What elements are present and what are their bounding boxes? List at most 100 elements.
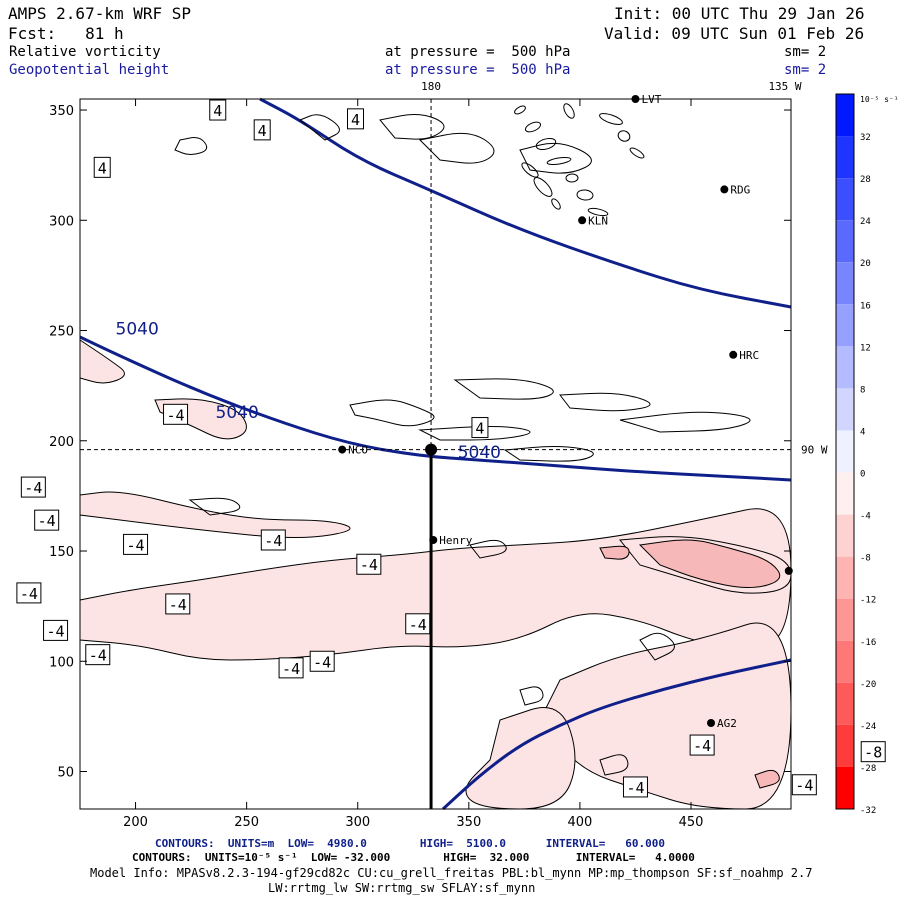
- vorticity-contour: [521, 162, 539, 178]
- colorbar-tick-label: 4: [860, 427, 865, 437]
- vorticity-contour: [565, 173, 579, 183]
- vorticity-label: -4: [169, 596, 187, 614]
- vorticity-label: 4: [213, 102, 222, 120]
- station-label: AG2: [717, 717, 737, 730]
- field2-name: Geopotential height: [9, 62, 170, 78]
- vorticity-label-box: [209, 99, 227, 121]
- vorticity-label-box: [471, 417, 489, 439]
- vorticity-contour: [587, 207, 609, 217]
- vorticity-contour: [535, 137, 557, 151]
- forecast-hour: Fcst: 81 h: [8, 24, 124, 43]
- station-label: HRC: [739, 349, 759, 362]
- vorticity-label-box: [622, 776, 648, 798]
- vorticity-contour: [514, 105, 526, 115]
- colorbar-segment: [836, 94, 854, 137]
- colorbar-segment: [836, 472, 854, 515]
- colorbar-segment: [836, 682, 854, 725]
- y-tick-label: 100: [49, 655, 74, 670]
- vorticity-label-box: [405, 613, 431, 635]
- station-marker: [729, 350, 738, 359]
- vorticity-label: -4: [20, 585, 38, 603]
- meridian-label-135w: 135 W: [768, 80, 801, 93]
- x-tick-label: 450: [679, 815, 704, 830]
- vorticity-label: -4: [313, 653, 331, 671]
- valid-time: Valid: 09 UTC Sun 01 Feb 26: [604, 24, 865, 43]
- vorticity-label: -4: [47, 622, 65, 640]
- y-tick-label: 250: [49, 325, 74, 340]
- x-tick-label: 250: [234, 815, 259, 830]
- vorticity-label: -8: [864, 744, 882, 762]
- vorticity-contour: [379, 113, 445, 140]
- vorticity-negative-region: [465, 707, 576, 810]
- colorbar-tick-label: 8: [860, 385, 865, 395]
- vorticity-contour: [349, 399, 435, 427]
- colorbar-segment: [836, 514, 854, 557]
- vorticity-label: -4: [38, 512, 56, 530]
- vorticity-label-box: [689, 734, 715, 756]
- vorticity-contour: [619, 411, 751, 433]
- colorbar-tick-label: 16: [860, 301, 871, 311]
- vorticity-label-box: [165, 593, 191, 615]
- parallel-label-90w: 90 W: [801, 444, 828, 457]
- field1-name: Relative vorticity: [9, 44, 161, 60]
- model-info: Model Info: MPASv8.2.3-194-gf29cd82c CU:…: [90, 866, 813, 880]
- vorticity-label: 4: [98, 159, 107, 177]
- height-contour-label: 5040: [116, 319, 159, 339]
- vorticity-contour: [188, 497, 241, 516]
- colorbar-tick-label: -16: [860, 638, 876, 648]
- station-marker: [338, 445, 347, 454]
- colorbar-tick-label: 0: [860, 470, 865, 480]
- colorbar-tick-label: -8: [860, 554, 871, 564]
- vorticity-label: -4: [626, 779, 644, 797]
- vorticity-contour: [559, 392, 651, 412]
- vorticity-label-box: [309, 650, 335, 672]
- y-tick-label: 50: [57, 766, 74, 781]
- station-marker: [578, 216, 587, 225]
- vorticity-label-box: [93, 156, 111, 178]
- vorticity-contour: [599, 113, 623, 125]
- vorticity-label: -4: [360, 556, 378, 574]
- geopotential-height-contour: [259, 97, 792, 309]
- colorbar-segment: [836, 178, 854, 221]
- colorbar-frame: [835, 93, 855, 810]
- field1-smoothing: sm= 2: [784, 44, 827, 60]
- model-title: AMPS 2.67-km WRF SP: [8, 4, 192, 23]
- y-tick-label: 300: [49, 214, 74, 229]
- vorticity-contour: [453, 378, 554, 400]
- vorticity-label-box: [43, 619, 69, 641]
- vorticity-contour: [639, 632, 675, 661]
- colorbar-tick-label: 24: [860, 217, 871, 227]
- colorbar-tick-label: 12: [860, 343, 871, 353]
- vorticity-label: -4: [282, 660, 300, 678]
- field2-smoothing: sm= 2: [784, 62, 827, 78]
- vorticity-negative-region: [79, 508, 792, 661]
- vorticity-label: 4: [351, 111, 360, 129]
- vorticity-contour: [469, 539, 507, 559]
- vorticity-label: -4: [167, 406, 185, 424]
- vorticity-strong-negative-region: [599, 545, 630, 560]
- vorticity-label-box: [278, 657, 304, 679]
- vorticity-label: 4: [475, 420, 484, 438]
- station-label: RDG: [730, 183, 750, 196]
- station-marker: [707, 719, 716, 728]
- colorbar-tick-label: 20: [860, 259, 871, 269]
- vorticity-label: -4: [795, 777, 813, 795]
- vorticity-label-box: [860, 741, 886, 763]
- station-label: Henry: [439, 534, 472, 547]
- plot-frame: [79, 98, 792, 810]
- vorticity-contour: [546, 156, 572, 166]
- station-marker: [784, 566, 793, 575]
- vorticity-contour: [533, 177, 553, 197]
- vorticity-contour: [599, 754, 629, 776]
- height-contour-label: 5040: [216, 403, 259, 423]
- init-time: Init: 00 UTC Thu 29 Jan 26: [614, 4, 865, 23]
- vorticity-contour: [503, 445, 594, 462]
- height-contour-info: CONTOURS: UNITS=m LOW= 4980.0 HIGH= 5100…: [155, 837, 665, 850]
- height-contour-label: 5040: [458, 443, 501, 463]
- colorbar-segment: [836, 430, 854, 473]
- geopotential-height-contour: [79, 335, 792, 482]
- meridian-label-180: 180: [421, 80, 441, 93]
- colorbar-segment: [836, 136, 854, 179]
- field1-level: at pressure = 500 hPa: [385, 44, 571, 60]
